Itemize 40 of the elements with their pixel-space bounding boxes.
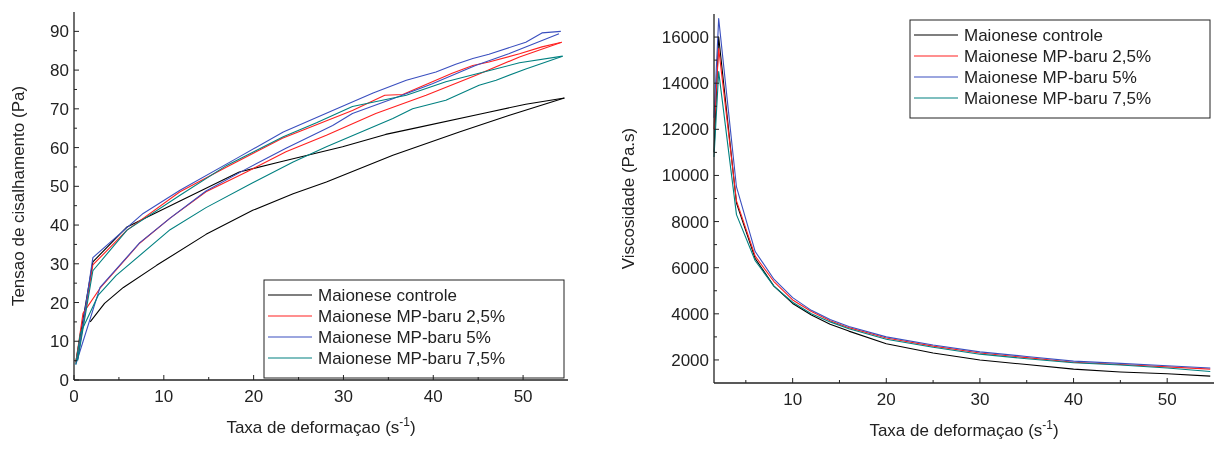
y-tick-label: 0 xyxy=(59,371,69,390)
y-tick-label: 60 xyxy=(50,138,69,158)
y-tick-label: 20 xyxy=(50,293,69,313)
x-axis-title: Taxa de deformaçao (s$^{-1}$) xyxy=(226,415,416,437)
y-tick-label: 50 xyxy=(50,177,69,197)
x-tick-label: 50 xyxy=(513,387,533,406)
legend-label: Maionese MP-baru 7,5% xyxy=(318,349,506,368)
y-tick-label: 12000 xyxy=(661,120,709,140)
legend-label: Maionese MP-baru 5% xyxy=(318,328,491,347)
y-tick-label: 40 xyxy=(50,216,69,236)
x-tick-label: 10 xyxy=(154,387,174,406)
legend-label: Maionese MP-baru 2,5% xyxy=(964,47,1152,66)
legend-label: Maionese controle xyxy=(318,286,457,305)
y-axis-title: Viscosidade (Pa.s) xyxy=(619,127,638,270)
x-tick-label: 30 xyxy=(970,390,990,409)
x-tick-label: 20 xyxy=(876,390,896,409)
legend-label: Maionese MP-baru 7,5% xyxy=(964,89,1152,108)
y-tick-label: 30 xyxy=(50,254,69,274)
legend-label: Maionese MP-baru 2,5% xyxy=(318,307,506,326)
x-tick-label: 50 xyxy=(1157,390,1177,409)
y-tick-label: 14000 xyxy=(661,74,709,94)
x-tick-label: 20 xyxy=(244,387,264,406)
y-tick-label: 80 xyxy=(50,61,69,81)
y-tick-label: 4000 xyxy=(671,304,709,324)
x-axis-title: Taxa de deformaçao (s$^{-1}$) xyxy=(869,418,1059,440)
y-axis-title: Tensao de cisalhamento (Pa) xyxy=(9,85,28,307)
y-tick-label: 70 xyxy=(50,99,69,119)
y-tick-label: 10 xyxy=(50,332,69,352)
legend-label: Maionese controle xyxy=(964,26,1103,45)
x-tick-label: 30 xyxy=(333,387,353,406)
x-tick-label: 10 xyxy=(783,390,803,409)
x-tick-label: 40 xyxy=(423,387,443,406)
y-tick-label: 90 xyxy=(50,22,69,42)
y-tick-label: 16000 xyxy=(661,28,709,48)
x-tick-label: 40 xyxy=(1064,390,1084,409)
legend-label: Maionese MP-baru 5% xyxy=(964,68,1137,87)
y-tick-label: 6000 xyxy=(671,258,709,278)
y-tick-label: 2000 xyxy=(671,350,709,370)
y-tick-label: 10000 xyxy=(661,166,709,186)
y-tick-label: 8000 xyxy=(671,212,709,232)
